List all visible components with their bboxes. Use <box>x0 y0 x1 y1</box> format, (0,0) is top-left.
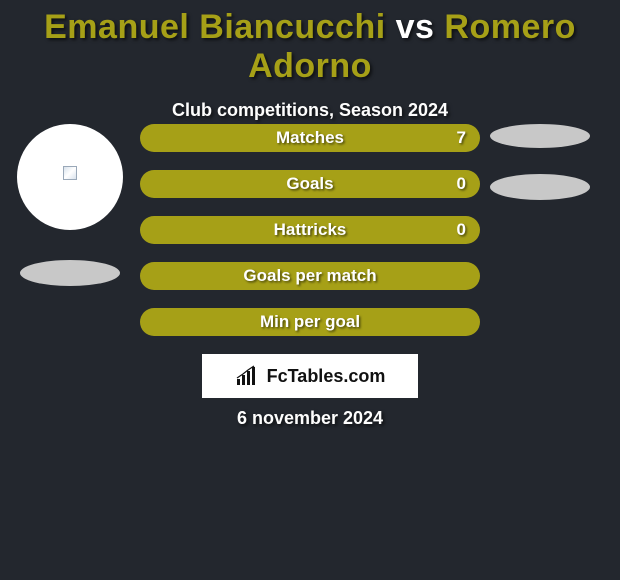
shadow-ellipse <box>490 124 590 148</box>
subtitle: Club competitions, Season 2024 <box>0 100 620 121</box>
page-title: Emanuel Biancucchi vs Romero Adorno <box>0 0 620 86</box>
stat-value: 7 <box>457 124 466 152</box>
stat-value: 0 <box>457 216 466 244</box>
stat-bars: Matches 7 Goals 0 Hattricks 0 Goals per … <box>140 124 480 354</box>
watermark-text: FcTables.com <box>267 366 386 387</box>
placeholder-image-icon <box>63 166 77 180</box>
stat-bar-mpg: Min per goal <box>140 308 480 336</box>
stat-bar-goals: Goals 0 <box>140 170 480 198</box>
stat-label: Hattricks <box>140 216 480 244</box>
stat-value: 0 <box>457 170 466 198</box>
stat-label: Matches <box>140 124 480 152</box>
player1-avatar <box>17 124 123 230</box>
bars-chart-icon <box>235 365 261 387</box>
player2-column <box>480 124 600 200</box>
shadow-ellipse <box>490 174 590 200</box>
comparison-card: Emanuel Biancucchi vs Romero Adorno Club… <box>0 0 620 580</box>
stat-label: Min per goal <box>140 308 480 336</box>
watermark: FcTables.com <box>202 354 418 398</box>
player1-column <box>10 124 130 286</box>
vs-text: vs <box>396 8 435 46</box>
date-text: 6 november 2024 <box>0 408 620 429</box>
stat-bar-gpm: Goals per match <box>140 262 480 290</box>
stat-label: Goals per match <box>140 262 480 290</box>
stat-bar-hattricks: Hattricks 0 <box>140 216 480 244</box>
stat-label: Goals <box>140 170 480 198</box>
stat-bar-matches: Matches 7 <box>140 124 480 152</box>
shadow-ellipse <box>20 260 120 286</box>
player1-name: Emanuel Biancucchi <box>44 8 386 46</box>
